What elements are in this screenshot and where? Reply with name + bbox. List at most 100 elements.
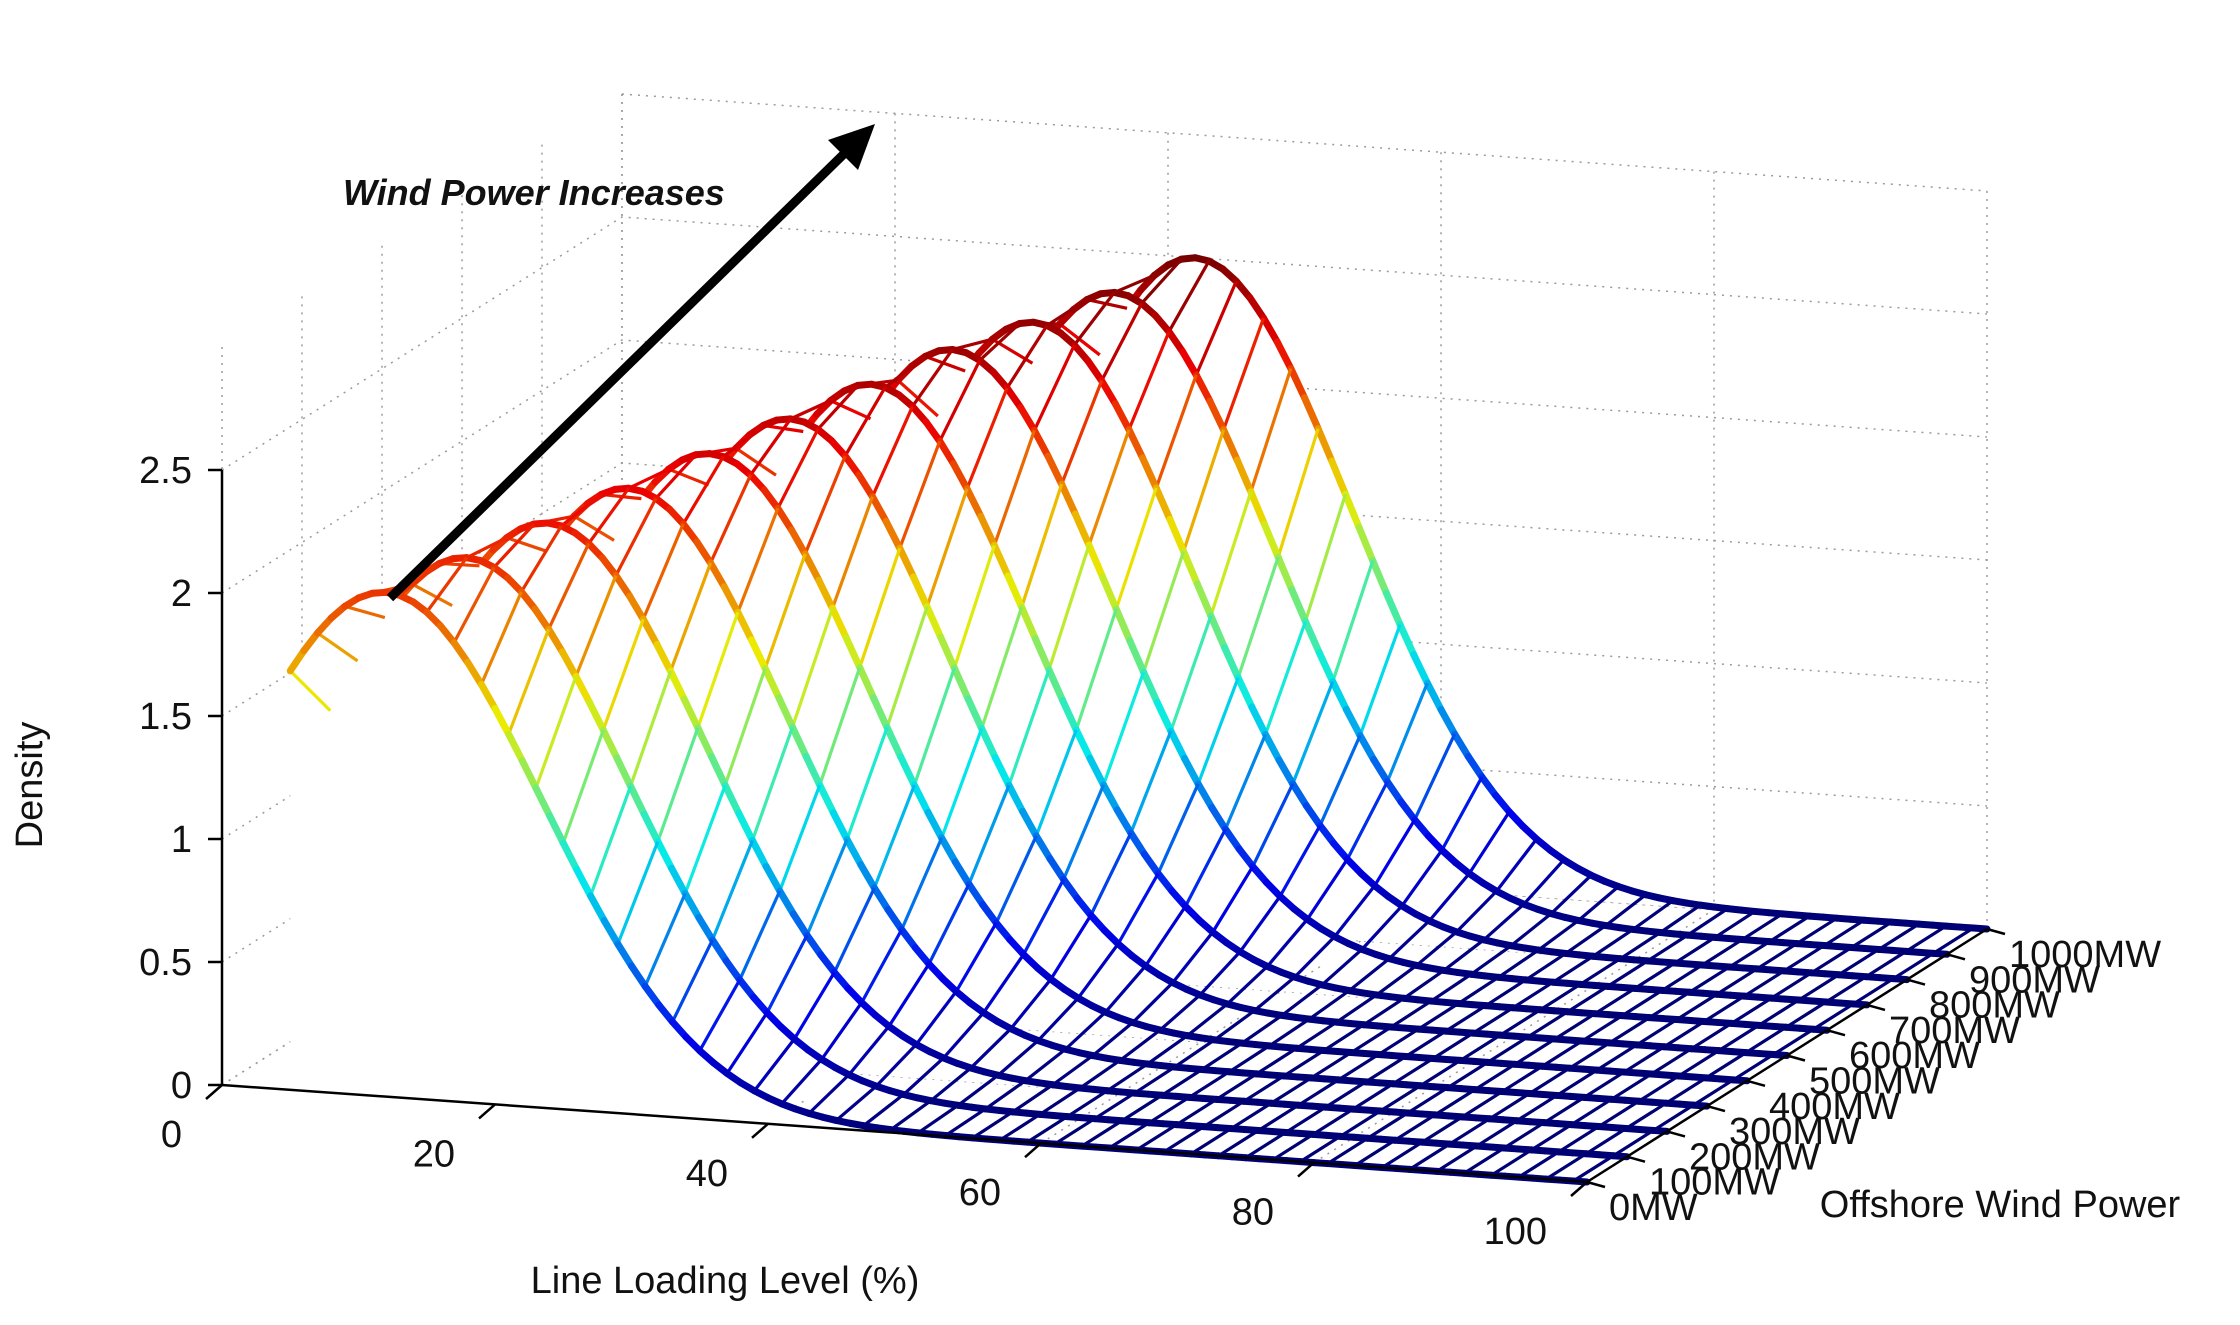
surface-strut — [1661, 963, 1704, 992]
surface-strut — [1692, 1078, 1735, 1107]
surface-strut — [818, 666, 862, 786]
series-line-600MW — [1154, 870, 1176, 895]
series-line-200MW — [694, 724, 715, 761]
x-axis-title: Line Loading Level (%) — [531, 1260, 920, 1302]
surface-strut — [1595, 1043, 1638, 1072]
surface-strut — [858, 547, 902, 668]
surface-strut — [1783, 944, 1826, 973]
series-line-100MW — [1609, 1152, 1631, 1161]
surface-strut — [1284, 1105, 1327, 1134]
surface-strut — [1619, 931, 1662, 961]
x-tick-label: 40 — [686, 1153, 728, 1195]
surface-strut — [1222, 317, 1266, 431]
series-line-200MW — [803, 931, 825, 959]
series-line-800MW — [1889, 975, 1911, 984]
series-line-500MW — [1005, 781, 1027, 815]
series-line-500MW — [841, 452, 863, 479]
surface-strut — [1612, 1129, 1655, 1158]
surface-strut — [671, 939, 714, 1023]
series-line-800MW — [1166, 515, 1188, 555]
series-line-600MW — [1141, 850, 1162, 878]
series-line-500MW — [1032, 832, 1054, 863]
x-tick-label: 0 — [161, 1114, 182, 1156]
series-line-400MW — [828, 604, 850, 642]
y-tick — [1866, 1003, 1886, 1012]
series-line-400MW — [992, 919, 1014, 944]
surface-strut — [1167, 260, 1211, 333]
surface-strut — [411, 582, 453, 608]
series-line-800MW — [1289, 780, 1310, 810]
surface-strut — [1238, 895, 1282, 953]
surface-strut — [1127, 331, 1171, 431]
surface-strut — [1201, 1041, 1243, 1071]
surface-strut — [1188, 1070, 1231, 1099]
surface-strut — [534, 675, 578, 789]
surface-strut — [832, 887, 876, 974]
surface-strut — [1062, 784, 1106, 881]
surface-strut — [1190, 1127, 1233, 1156]
series-line-100MW — [654, 838, 675, 872]
series-line-500MW — [937, 633, 958, 672]
surface-strut — [1892, 951, 1935, 980]
series-line-900MW — [1411, 816, 1432, 840]
surface-strut — [1024, 1047, 1067, 1082]
surface-strut — [1348, 957, 1391, 992]
surface-strut — [289, 669, 332, 712]
series-line-0MW — [436, 622, 458, 647]
surface-strut — [1102, 671, 1146, 786]
surface-backfill — [290, 592, 1587, 1182]
surface-strut — [1381, 1140, 1424, 1169]
series-line-900MW — [1247, 488, 1268, 528]
surface-strut — [1251, 783, 1295, 868]
series-line-900MW — [1274, 553, 1296, 594]
surface-strut — [1526, 1010, 1569, 1039]
surface-strut — [1076, 942, 1120, 1000]
y-tick — [1626, 1155, 1646, 1163]
surface-strut — [749, 417, 792, 476]
series-line-200MW — [598, 554, 620, 580]
surface-strut — [507, 628, 551, 735]
series-line-0MW — [559, 839, 581, 874]
surface-strut — [1100, 302, 1144, 382]
surface-strut — [1594, 987, 1636, 1016]
series-line-700MW — [1058, 480, 1079, 518]
surface-strut — [889, 1099, 932, 1131]
series-line-200MW — [817, 951, 838, 976]
surface-strut — [1528, 1066, 1571, 1095]
surface-strut — [1241, 1014, 1283, 1045]
surface-strut — [1215, 1072, 1258, 1101]
annotation-arrow-line — [386, 144, 854, 602]
surface-strut — [778, 784, 822, 892]
surface-strut — [1020, 483, 1064, 608]
surface-strut — [1318, 734, 1362, 827]
surface-strut — [1717, 1023, 1760, 1053]
surface-strut — [1364, 1055, 1407, 1084]
surface-strut — [1417, 1002, 1460, 1031]
surface-strut — [1146, 1034, 1189, 1066]
series-line-100MW — [695, 914, 716, 944]
series-line-700MW — [1221, 825, 1243, 853]
series-line-500MW — [1769, 1051, 1791, 1059]
surface-strut — [1182, 429, 1226, 552]
surface-strut — [1276, 428, 1320, 558]
surface-strut — [978, 322, 1021, 362]
surface-strut — [967, 784, 1011, 885]
surface-strut — [1550, 874, 1593, 915]
surface-strut — [398, 562, 441, 597]
surface-strut — [1217, 1129, 1260, 1158]
surface-strut — [1339, 1109, 1382, 1138]
surface-strut — [1905, 924, 1947, 953]
surface-strut — [843, 386, 887, 457]
y-tick — [1586, 1180, 1606, 1189]
annotation-text: Wind Power Increases — [343, 172, 725, 213]
surface-strut — [1610, 1072, 1653, 1101]
surface-strut — [1158, 993, 1202, 1032]
surface-strut — [984, 1079, 1027, 1111]
surface-strut — [1299, 1134, 1342, 1163]
surface-strut — [1686, 907, 1729, 937]
surface-strut — [1046, 298, 1088, 327]
series-line-0MW — [546, 812, 567, 847]
series-line-400MW — [938, 834, 959, 866]
surface-strut — [1119, 1028, 1162, 1062]
surface-strut — [1293, 935, 1336, 979]
